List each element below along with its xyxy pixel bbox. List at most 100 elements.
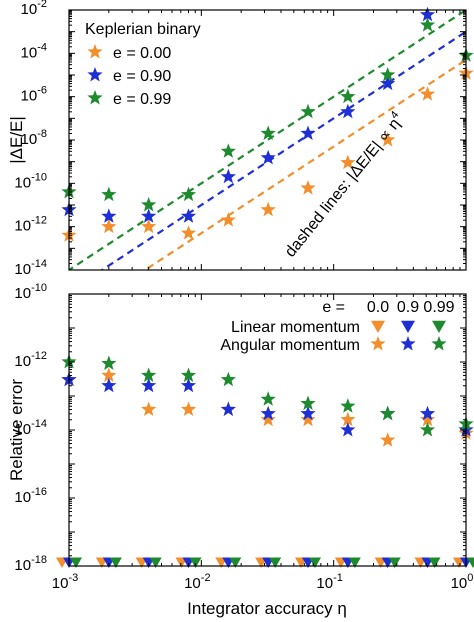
data-point xyxy=(101,355,117,371)
data-point xyxy=(101,377,117,393)
legend-marker xyxy=(400,336,416,351)
data-point xyxy=(300,180,316,195)
data-point xyxy=(380,405,396,421)
data-point xyxy=(300,395,316,411)
data-point xyxy=(348,557,361,568)
data-point xyxy=(419,422,436,437)
data-point xyxy=(180,208,197,223)
y-tick-label: 10-8 xyxy=(21,128,47,148)
legend-label: e = 0.90 xyxy=(113,68,171,85)
legend-label: e = 0.00 xyxy=(113,45,171,62)
data-point xyxy=(309,557,322,568)
data-point xyxy=(340,88,356,104)
data-point xyxy=(269,557,282,568)
legend-e-value: 0.0 xyxy=(367,299,389,316)
data-point xyxy=(180,225,197,240)
data-point xyxy=(229,557,242,568)
data-point xyxy=(141,208,157,223)
y-tick-label: 10-18 xyxy=(14,554,47,574)
y-ticks: 10-18 10-16 10-14 10-12 10-10 xyxy=(14,282,466,574)
data-point xyxy=(380,132,396,147)
data-point xyxy=(101,218,117,234)
data-point xyxy=(141,197,157,212)
data-point xyxy=(260,411,276,427)
data-point xyxy=(340,422,356,437)
x-ticks: 10-3 10-2 10-1 100 xyxy=(52,294,474,592)
data-point xyxy=(220,371,236,387)
y-tick-label: 10-10 xyxy=(14,171,47,191)
data-point xyxy=(220,212,236,227)
legend-e-value: 0.99 xyxy=(423,299,454,316)
data-point xyxy=(189,557,202,568)
legend: Keplerian binary e = 0.00 e = 0.90 e = 0.9… xyxy=(85,21,201,108)
data-point xyxy=(419,405,436,421)
x-ticks xyxy=(68,10,467,270)
data-point xyxy=(220,401,236,416)
data-point xyxy=(419,411,436,427)
data-point xyxy=(101,186,117,202)
data-point xyxy=(260,405,276,421)
data-point xyxy=(380,75,396,91)
y-axis-label: |ΔE/E| xyxy=(7,116,26,164)
legend-label-angular: Angular momentum xyxy=(220,337,360,354)
y-tick-label: 10-14 xyxy=(14,258,47,278)
data-point xyxy=(467,557,474,568)
legend-title: Keplerian binary xyxy=(85,21,201,38)
data-point xyxy=(220,143,236,158)
legend-header-label: e = xyxy=(322,299,345,316)
data-point xyxy=(180,186,197,202)
data-point xyxy=(141,218,157,234)
x-tick-label: 10-1 xyxy=(316,572,342,592)
legend-marker xyxy=(87,67,103,82)
data-point xyxy=(149,557,162,568)
legend-marker xyxy=(371,320,385,333)
legend-marker xyxy=(431,336,447,351)
y-tick-label: 10-16 xyxy=(14,486,47,506)
data-point xyxy=(340,103,356,119)
data-points xyxy=(56,354,474,568)
data-point xyxy=(180,401,197,416)
data-point xyxy=(300,411,316,427)
data-point xyxy=(300,405,316,421)
x-tick-label: 10-3 xyxy=(52,572,78,592)
legend-label-linear: Linear momentum xyxy=(231,319,360,336)
data-point xyxy=(260,391,276,406)
data-point xyxy=(419,86,436,101)
y-ticks: 10-14 10-12 10-10 10-8 10-6 10-4 10-2 xyxy=(14,0,466,278)
data-point xyxy=(388,557,401,568)
legend-marker xyxy=(87,90,103,105)
legend-e-value: 0.9 xyxy=(397,299,419,316)
data-point xyxy=(101,367,117,382)
legend-marker xyxy=(401,320,415,333)
data-point xyxy=(340,154,356,170)
data-point xyxy=(340,411,356,427)
data-point xyxy=(300,103,316,119)
data-point xyxy=(428,557,441,568)
x-tick-label: 100 xyxy=(451,572,474,592)
legend-entries: e = 0.00 e = 0.90 e = 0.99 xyxy=(87,44,171,108)
data-point xyxy=(141,401,157,416)
legend-markers xyxy=(370,320,447,351)
data-point xyxy=(380,67,396,82)
legend-marker xyxy=(87,44,103,59)
legend: e = 0.0 0.9 0.99 Linear momentum Angular… xyxy=(220,299,454,354)
data-point xyxy=(340,398,356,413)
y-tick-label: 10-14 xyxy=(14,418,47,438)
data-point xyxy=(180,367,197,382)
legend-label: e = 0.99 xyxy=(113,91,171,108)
data-point xyxy=(141,367,157,382)
data-point xyxy=(260,201,276,217)
data-point xyxy=(380,432,396,447)
data-point xyxy=(260,149,276,165)
y-axis-label: Relative error xyxy=(7,379,26,481)
data-point xyxy=(101,208,117,223)
x-axis-label: Integrator accuracy η xyxy=(187,599,347,618)
data-point xyxy=(419,6,436,22)
data-point xyxy=(419,17,436,32)
data-point xyxy=(180,377,197,393)
data-point xyxy=(220,168,236,184)
data-point xyxy=(141,377,157,393)
